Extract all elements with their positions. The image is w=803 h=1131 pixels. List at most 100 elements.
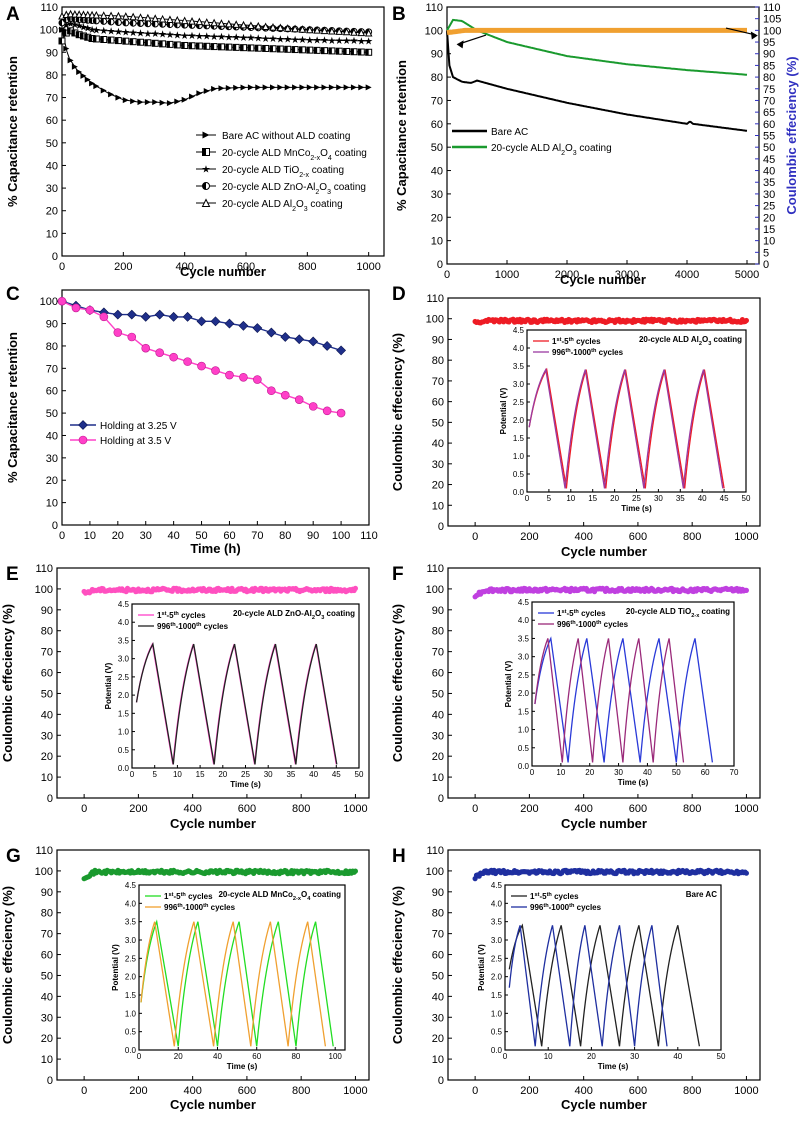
y-axis-title: Coulombic effeciency (%) bbox=[390, 604, 405, 762]
inset-background bbox=[532, 602, 734, 766]
data-point bbox=[63, 45, 70, 52]
x-tick-label: 0 bbox=[472, 531, 478, 543]
marker-fill bbox=[343, 48, 347, 55]
data-point bbox=[238, 320, 249, 331]
y-tick-label: 50 bbox=[41, 970, 53, 982]
x-tick-label: 600 bbox=[238, 803, 256, 815]
y-tick-label: 0.5 bbox=[125, 1028, 137, 1037]
right-tick-label: 40 bbox=[763, 166, 775, 178]
x-tick-label: 1000 bbox=[495, 269, 519, 281]
text-run: Bare AC without ALD coating bbox=[222, 131, 350, 142]
right-tick-label: 30 bbox=[763, 189, 775, 201]
text-run: Bare AC bbox=[491, 127, 528, 138]
text-run: th bbox=[181, 892, 187, 898]
data-point bbox=[130, 98, 137, 105]
y-tick-label: 20 bbox=[46, 206, 58, 218]
marker-fill bbox=[189, 42, 193, 49]
gcd-curve bbox=[140, 919, 334, 1047]
x-tick-label: 0 bbox=[472, 803, 478, 815]
plot-frame bbox=[61, 289, 370, 526]
marker-fill bbox=[130, 38, 134, 45]
inset-y-title: Potential (V) bbox=[477, 944, 486, 991]
legend-label: 1st-5th cycles bbox=[157, 611, 206, 620]
marker-fill bbox=[89, 17, 93, 24]
data-point: ★ bbox=[129, 28, 138, 39]
data-point bbox=[320, 26, 329, 35]
data-point bbox=[313, 46, 321, 54]
y-tick-label: 70 bbox=[41, 929, 53, 941]
y-tick-label: 110 bbox=[40, 2, 58, 14]
text-run: 996 bbox=[164, 903, 178, 912]
text-run: 1 bbox=[530, 892, 535, 901]
marker-fill bbox=[115, 19, 119, 26]
x-tick-label: 10 bbox=[173, 770, 182, 779]
right-axis-title: Coulombic effeciency (%) bbox=[784, 56, 799, 214]
y-tick-label: 30 bbox=[432, 730, 444, 742]
y-tick-label: 60 bbox=[41, 950, 53, 962]
data-point bbox=[166, 15, 174, 23]
y-tick-label: 90 bbox=[432, 605, 444, 617]
text-run: st bbox=[561, 609, 566, 615]
y-tick-label: 100 bbox=[426, 314, 444, 326]
marker-fill bbox=[269, 45, 273, 52]
data-point bbox=[71, 63, 78, 70]
y-tick-label: 4.0 bbox=[125, 899, 137, 908]
data-point bbox=[166, 100, 173, 107]
y-tick-label: 3.5 bbox=[125, 918, 137, 927]
marker-fill bbox=[84, 17, 88, 24]
marker-fill bbox=[59, 37, 62, 44]
data-point bbox=[114, 11, 123, 20]
y-tick-label: 80 bbox=[432, 626, 444, 638]
y-tick-label: 100 bbox=[40, 296, 58, 308]
data-point bbox=[306, 46, 314, 54]
data-point bbox=[365, 84, 372, 91]
ce-point bbox=[743, 317, 750, 324]
inset-title: Bare AC bbox=[686, 890, 717, 899]
y-tick-label: 90 bbox=[46, 319, 58, 331]
data-point bbox=[321, 84, 328, 91]
text-run: st bbox=[556, 337, 561, 343]
plot-frame bbox=[504, 884, 722, 1051]
x-tick-label: 60 bbox=[701, 768, 710, 777]
data-point bbox=[75, 10, 83, 18]
marker-fill bbox=[115, 37, 119, 44]
data-point bbox=[76, 69, 83, 76]
y-tick-label: 2.0 bbox=[518, 689, 530, 698]
marker-fill bbox=[144, 20, 148, 27]
x-tick-label: 15 bbox=[588, 494, 597, 503]
data-point bbox=[276, 45, 284, 53]
text-run: -1000 bbox=[571, 348, 592, 357]
gcd-series-1 bbox=[140, 919, 334, 1047]
data-point bbox=[350, 28, 358, 36]
panel-label: D bbox=[392, 284, 406, 305]
data-point bbox=[240, 44, 248, 52]
y-tick-label: 40 bbox=[46, 430, 58, 442]
data-point bbox=[357, 28, 366, 37]
data-point bbox=[115, 94, 122, 101]
data-point bbox=[158, 14, 167, 23]
gcd-series-2 bbox=[135, 642, 338, 765]
x-tick-label: 20 bbox=[587, 1052, 596, 1061]
x-tick-label: 10 bbox=[566, 494, 575, 503]
data-point bbox=[357, 48, 365, 56]
x-tick-label: 20 bbox=[218, 770, 227, 779]
inset-background bbox=[527, 330, 746, 492]
text-run: 20-cycle ALD bbox=[218, 890, 270, 899]
data-point bbox=[144, 20, 152, 28]
x-tick-label: 0 bbox=[137, 1052, 142, 1061]
data-point bbox=[336, 408, 346, 418]
y-tick-label: 100 bbox=[35, 584, 53, 596]
marker-fill bbox=[240, 44, 244, 51]
x-tick-label: 200 bbox=[129, 803, 147, 815]
data-point bbox=[267, 386, 276, 396]
text-run: coating bbox=[331, 182, 366, 193]
y-tick-label: 0 bbox=[47, 1075, 53, 1087]
text-run: coating bbox=[310, 890, 341, 899]
y-tick-label: 60 bbox=[432, 668, 444, 680]
y-tick-label: 40 bbox=[432, 709, 444, 721]
series-1 bbox=[59, 26, 372, 107]
marker-fill bbox=[262, 45, 266, 52]
y-tick-label: 0 bbox=[438, 793, 444, 805]
data-point bbox=[239, 20, 248, 29]
